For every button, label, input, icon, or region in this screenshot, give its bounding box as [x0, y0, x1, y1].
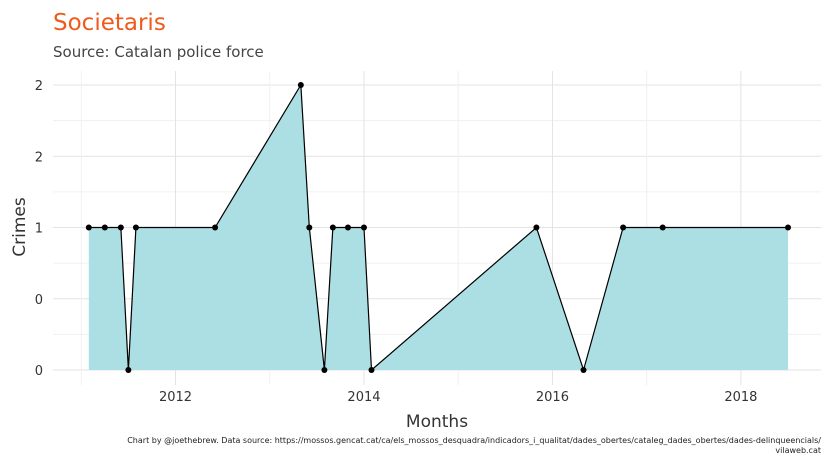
series-line [88, 83, 789, 373]
data-point [620, 224, 627, 231]
data-point [785, 224, 792, 231]
x-tick-label: 2016 [536, 390, 569, 405]
x-tick-label: 2014 [347, 390, 380, 405]
data-point [132, 224, 139, 231]
data-point [85, 224, 92, 231]
data-point [580, 367, 587, 373]
y-axis-ticks: 0 0 1 2 2 [35, 79, 43, 379]
caption-source: Chart by @joethebrew. Data source: https… [127, 436, 821, 445]
x-axis-label: Months [406, 412, 468, 432]
y-tick-label: 1 [35, 222, 43, 237]
chart-title: Societaris [53, 10, 166, 36]
data-point [321, 367, 328, 373]
area-layer [88, 85, 789, 370]
x-axis-ticks: 2012 2014 2016 2018 [159, 390, 757, 405]
y-tick-label: 0 [35, 364, 43, 379]
y-tick-label: 2 [35, 150, 43, 165]
chart-subtitle: Source: Catalan police force [53, 43, 264, 61]
point-layer [85, 82, 792, 373]
data-point [659, 224, 666, 231]
data-point [101, 224, 108, 231]
x-tick-label: 2012 [159, 390, 192, 405]
y-tick-label: 0 [35, 293, 43, 308]
y-tick-label: 2 [35, 79, 43, 94]
data-point [533, 224, 540, 231]
area-fill [88, 85, 789, 370]
x-tick-label: 2018 [724, 390, 757, 405]
line-layer [88, 83, 789, 373]
data-point [212, 224, 219, 231]
data-point [368, 367, 375, 373]
data-point [125, 367, 132, 373]
y-axis-label: Crimes [10, 197, 30, 257]
data-point [329, 224, 336, 231]
data-point [297, 82, 304, 88]
data-point [306, 224, 313, 231]
data-point [344, 224, 351, 231]
data-point [360, 224, 367, 231]
caption-site: vilaweb.cat [775, 446, 821, 455]
data-point [117, 224, 124, 231]
